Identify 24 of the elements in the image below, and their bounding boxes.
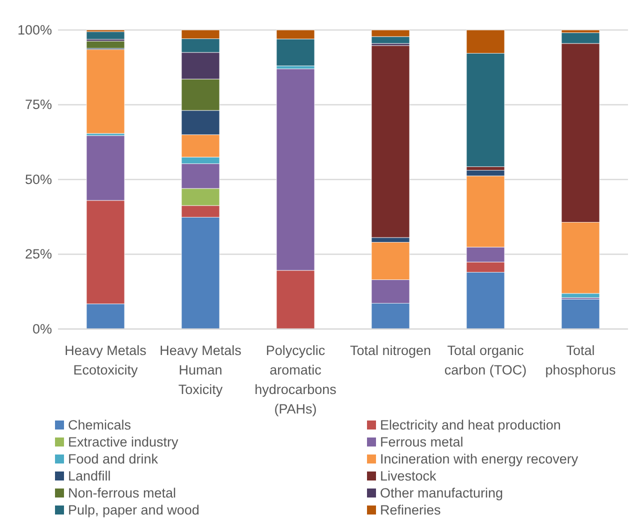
x-tick-label: Heavy Metals Ecotoxicity	[64, 343, 147, 378]
legend-label: Incineration with energy recovery	[380, 452, 578, 467]
x-tick-label: Total organic carbon (TOC)	[444, 343, 527, 378]
legend-label: Electricity and heat production	[380, 418, 561, 433]
y-tick-label: 100%	[17, 22, 52, 38]
legend-label: Pulp, paper and wood	[68, 502, 200, 518]
legend-label: Ferrous metal	[380, 434, 464, 450]
x-tick-label: Heavy Metals Human Toxicity	[160, 343, 242, 397]
y-tick-label: 75%	[24, 97, 52, 112]
y-tick-label: 0%	[32, 321, 52, 336]
legend-label: Extractive industry	[68, 434, 179, 450]
legend-label: Non-ferrous metal	[68, 486, 176, 501]
y-tick-label: 50%	[24, 172, 52, 187]
legend-label: Landfill	[68, 468, 111, 484]
legend-label: Refineries	[380, 502, 442, 518]
bar	[86, 32, 125, 40]
y-tick-label: 25%	[24, 246, 52, 262]
legend-label: Livestock	[380, 468, 437, 484]
x-tick-label: Polycyclic aromatic hydrocarbons (PAHs)	[254, 343, 337, 416]
x-tick-label: Total nitrogen	[350, 343, 432, 358]
x-tick-label: Total phosphorus	[545, 343, 616, 378]
legend-label: Food and drink	[68, 452, 158, 467]
legend-label: Other manufacturing	[380, 486, 504, 501]
legend-label: Chemicals	[68, 418, 132, 433]
